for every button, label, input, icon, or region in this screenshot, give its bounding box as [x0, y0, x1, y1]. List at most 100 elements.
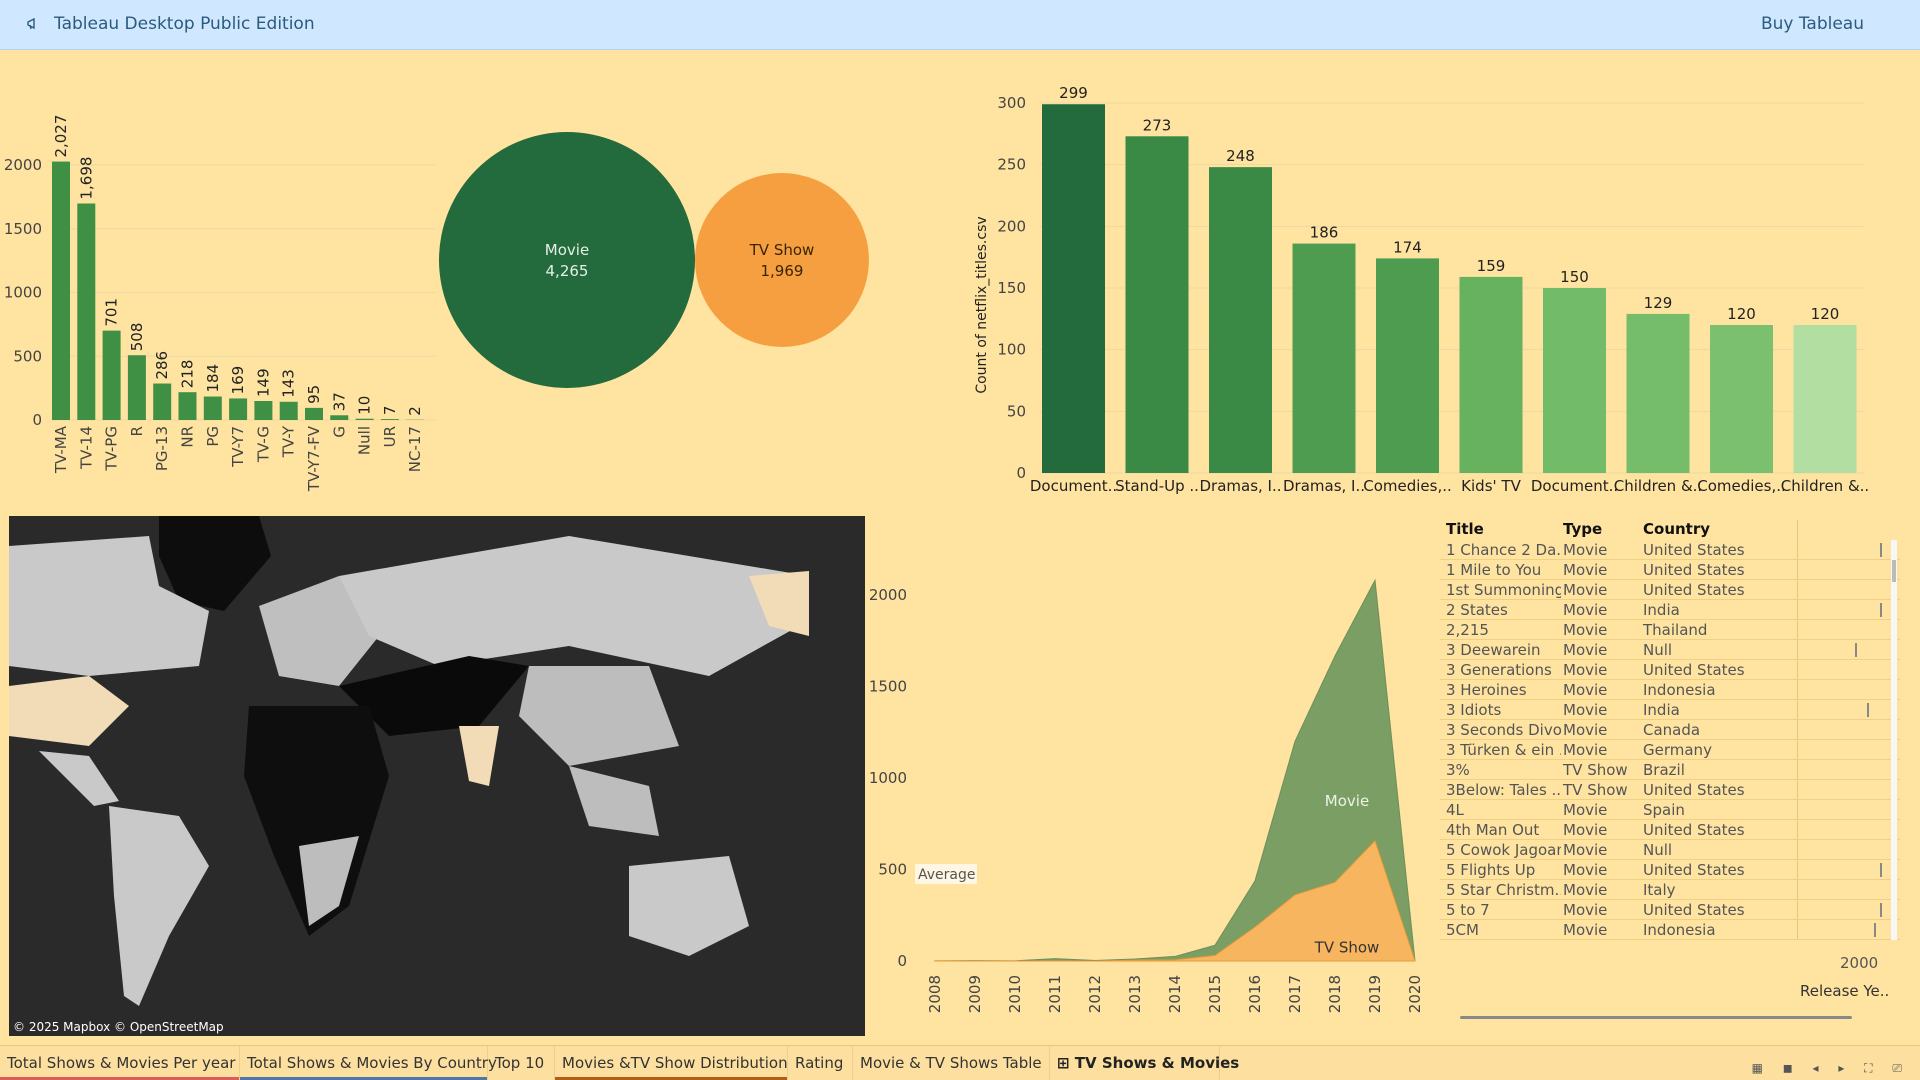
table-row[interactable]: 2 States Movie India [1440, 600, 1900, 620]
cell-country: India [1643, 701, 1680, 719]
top10-category-label: Dramas, I.. [1199, 477, 1281, 495]
rating-value-label: 218 [179, 360, 197, 389]
cell-country: Canada [1643, 721, 1701, 739]
top10-bar [1710, 325, 1773, 473]
table-row[interactable]: 1 Mile to You Movie United States [1440, 560, 1900, 580]
x-tick-label: 2008 [926, 975, 944, 1013]
top10-value-label: 120 [1811, 305, 1840, 323]
x-tick-label: 2017 [1286, 975, 1304, 1013]
header-type[interactable]: Type [1563, 520, 1603, 538]
release-year-mark [1873, 923, 1876, 937]
rating-bar [254, 401, 273, 420]
table-row[interactable]: 3 Heroines Movie Indonesia [1440, 680, 1900, 700]
cell-release-year [1797, 740, 1887, 759]
cell-type: Movie [1563, 721, 1608, 739]
table-row[interactable]: 3 Generations Movie United States [1440, 660, 1900, 680]
y-tick-label: 250 [997, 156, 1026, 174]
tab-rating[interactable]: Rating [788, 1046, 853, 1080]
table-row[interactable]: 3 Türken & ein .. Movie Germany [1440, 740, 1900, 760]
release-year-mark [1855, 643, 1858, 657]
tab-color-bar [0, 1077, 239, 1080]
cell-release-year [1797, 660, 1887, 679]
table-row[interactable]: 5 Star Christm.. Movie Italy [1440, 880, 1900, 900]
rating-category-label: NR [179, 426, 197, 448]
table-row[interactable]: 5CM Movie Indonesia [1440, 920, 1900, 940]
cell-country: United States [1643, 861, 1745, 879]
rating-bar [127, 355, 146, 420]
tvshow-area [935, 840, 1416, 962]
cell-release-year [1797, 620, 1887, 639]
table-row[interactable]: 5 Cowok Jagoan Movie Null [1440, 840, 1900, 860]
scroll-thumb[interactable] [1892, 560, 1896, 582]
rating-category-label: R [128, 426, 146, 436]
tab-label: Movies &TV Show Distribution [562, 1054, 788, 1072]
cell-release-year [1797, 860, 1887, 879]
sheet-tabs: Total Shows & Movies Per year Total Shows… [0, 1045, 1920, 1080]
top10-category-label: Kids' TV [1461, 477, 1521, 495]
table-horizontal-scrollbar[interactable] [1460, 1016, 1852, 1019]
table-row[interactable]: 3 Idiots Movie India [1440, 700, 1900, 720]
cell-release-year [1797, 780, 1887, 799]
dashboard-icon: ⊞ [1057, 1054, 1075, 1072]
buy-tableau-link[interactable]: Buy Tableau [1760, 14, 1864, 34]
cell-type: Movie [1563, 601, 1608, 619]
tab-label: TV Shows & Movies [1074, 1054, 1240, 1072]
map-southeast-asia [569, 766, 659, 836]
tab-movies-tv-show-distribution[interactable]: Movies &TV Show Distribution [555, 1046, 788, 1080]
x-tick-label: 2011 [1046, 975, 1064, 1013]
tab-total-shows-movies-by-country[interactable]: Total Shows & Movies By Country [240, 1046, 497, 1080]
x-tick-label: 2016 [1246, 975, 1264, 1013]
header-release [1797, 520, 1887, 540]
top10-value-label: 120 [1727, 305, 1756, 323]
titles-table[interactable]: Title Type Country 1 Chance 2 Da.. Movie U… [1440, 520, 1900, 940]
cell-country: United States [1643, 661, 1745, 679]
view-controls[interactable]: ▦ ◼ ◂ ▸ ⛶ ⎚ [1751, 1061, 1910, 1075]
cell-type: Movie [1563, 861, 1608, 879]
cell-type: Movie [1563, 921, 1608, 939]
rating-category-label: TV-MA [52, 425, 70, 474]
table-row[interactable]: 1 Chance 2 Da.. Movie United States [1440, 540, 1900, 560]
tab-top-10[interactable]: Top 10 [488, 1046, 555, 1080]
tab-label: Top 10 [495, 1054, 545, 1072]
area-chart[interactable]: 2000 1500 1000 500 0 Movie TV Show Average 2008 2… [860, 520, 1420, 1025]
top10-bar [1626, 313, 1690, 473]
cell-release-year [1797, 640, 1887, 659]
tab-tv-shows-movies[interactable]: ⊞ TV Shows & Movies [1050, 1046, 1239, 1080]
rating-value-label: 95 [305, 385, 323, 404]
table-row[interactable]: 4L Movie Spain [1440, 800, 1900, 820]
table-row[interactable]: 2,215 Movie Thailand [1440, 620, 1900, 640]
rating-bar-chart[interactable]: 2000 1500 1000 500 0 2,027 TV-MA 1,698 TV-14 701 T… [0, 55, 440, 505]
rating-bar [77, 203, 96, 420]
table-header: Title Type Country [1440, 520, 1900, 540]
rating-value-label: 7 [381, 406, 399, 416]
cell-country: India [1643, 601, 1680, 619]
table-vertical-scrollbar[interactable] [1891, 540, 1897, 940]
top10-value-label: 150 [1560, 268, 1589, 286]
rating-category-label: PG-13 [153, 426, 171, 471]
rating-bar [279, 401, 298, 420]
table-row[interactable]: 3 Seconds Divo.. Movie Canada [1440, 720, 1900, 740]
rating-bar [330, 415, 349, 420]
header-country[interactable]: Country [1643, 520, 1711, 538]
header-title[interactable]: Title [1446, 520, 1484, 538]
table-row[interactable]: 3 Deewarein Movie Null [1440, 640, 1900, 660]
cell-type: Movie [1563, 741, 1608, 759]
distribution-bubble-chart[interactable]: Movie 4,265 TV Show 1,969 [430, 110, 880, 410]
tab-movie-tv-shows-table[interactable]: Movie & TV Shows Table [853, 1046, 1050, 1080]
cell-type: Movie [1563, 541, 1608, 559]
cell-type: Movie [1563, 821, 1608, 839]
table-row[interactable]: 1st Summoning Movie United States [1440, 580, 1900, 600]
table-row[interactable]: 5 Flights Up Movie United States [1440, 860, 1900, 880]
cell-country: United States [1643, 821, 1745, 839]
top10-bar-chart[interactable]: 300 250 200 150 100 50 0 Count of netflix_title… [960, 55, 1880, 505]
table-row[interactable]: 4th Man Out Movie United States [1440, 820, 1900, 840]
top10-value-label: 299 [1059, 84, 1088, 102]
cell-country: United States [1643, 901, 1745, 919]
table-row[interactable]: 3% TV Show Brazil [1440, 760, 1900, 780]
tab-total-shows-movies-per-year[interactable]: Total Shows & Movies Per year [0, 1046, 240, 1080]
cell-country: Italy [1643, 881, 1676, 899]
reference-label-box [915, 864, 977, 884]
table-row[interactable]: 5 to 7 Movie United States [1440, 900, 1900, 920]
world-map[interactable] [9, 516, 865, 1036]
table-row[interactable]: 3Below: Tales .. TV Show United States [1440, 780, 1900, 800]
